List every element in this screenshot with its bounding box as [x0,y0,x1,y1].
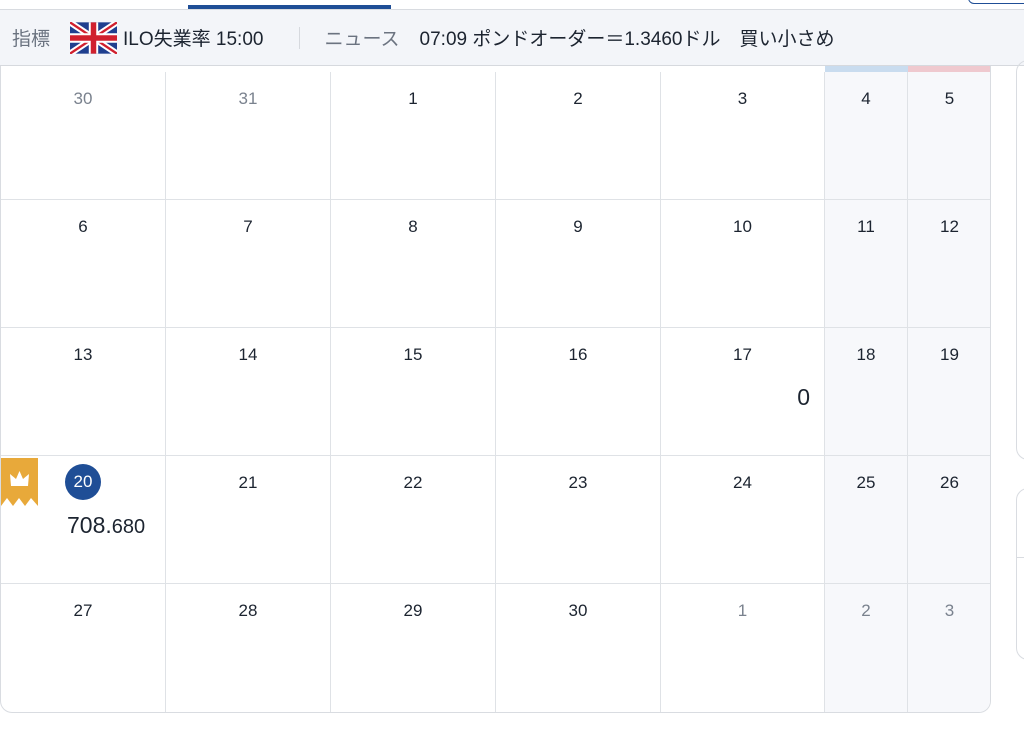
uk-flag-icon [70,21,118,54]
calendar-day-cell[interactable]: 26 [908,456,990,584]
day-number: 22 [403,473,423,492]
day-number: 31 [238,89,258,108]
calendar-day-cell[interactable]: 18 [825,328,908,456]
day-number: 19 [940,345,959,364]
calendar-day-cell[interactable]: 28 [166,584,331,712]
calendar-day-cell[interactable]: 4 [825,72,908,200]
day-number: 15 [403,345,423,364]
day-number: 9 [573,217,583,236]
calendar-day-cell[interactable]: 30 [1,72,166,200]
day-value: 708.680 [67,512,145,539]
calendar-day-cell[interactable]: 2 [496,72,661,200]
calendar-day-cell[interactable]: 3 [661,72,825,200]
calendar-day-cell[interactable]: 6 [1,200,166,328]
calendar-day-cell[interactable]: 15 [331,328,496,456]
crown-ribbon-icon [1,458,38,506]
divider [299,26,301,49]
calendar-day-cell[interactable]: 20 708.680 [1,456,166,584]
day-number: 14 [238,345,258,364]
value-integer: 708. [67,512,112,538]
calendar-day-cell[interactable]: 1 [661,584,825,712]
day-number: 5 [944,89,955,108]
calendar-day-cell[interactable]: 31 [166,72,331,200]
day-number: 24 [733,473,752,492]
calendar-day-cell[interactable]: 22 [331,456,496,584]
day-number: 26 [940,473,959,492]
calendar-day-cell[interactable]: 27 [1,584,166,712]
calendar-day-cell[interactable]: 14 [166,328,331,456]
news-ticker[interactable]: 指標 ILO失業率 15:00 ニュース 07:09 ポンドオーダー＝1.346… [0,10,1024,66]
calendar-day-cell[interactable]: 9 [496,200,661,328]
calendar-day-cell[interactable]: 2 [825,584,908,712]
top-tab-bar [0,0,1024,10]
today-day-number: 20 [65,464,101,500]
news-label: ニュース [324,29,400,50]
day-number: 28 [238,601,258,620]
day-number: 27 [73,601,93,620]
calendar-day-cell[interactable]: 16 [496,328,661,456]
day-number: 25 [856,473,876,492]
calendar-day-cell[interactable]: 7 [166,200,331,328]
calendar-day-cell[interactable]: 8 [331,200,496,328]
calendar-day-cell[interactable]: 10 [661,200,825,328]
day-number: 7 [243,217,253,236]
side-panel-card [1016,488,1024,660]
day-number: 13 [73,345,93,364]
day-number: 23 [568,473,588,492]
calendar-day-cell[interactable]: 13 [1,328,166,456]
calendar-day-cell[interactable]: 12 [908,200,990,328]
day-number: 18 [856,345,876,364]
calendar-day-cell[interactable]: 29 [331,584,496,712]
day-value: 0 [797,384,810,410]
calendar-day-cell[interactable]: 11 [825,200,908,328]
day-number: 29 [403,601,423,620]
day-number: 30 [568,601,588,620]
day-number: 3 [737,89,748,108]
day-number: 3 [944,601,955,620]
indicator-label: 指標 [12,29,51,50]
day-number: 2 [573,89,583,108]
day-number: 2 [861,601,871,620]
side-panel-card [1016,60,1024,460]
indicator-text[interactable]: ILO失業率 15:00 [123,29,264,50]
calendar-day-cell[interactable]: 17 0 [661,328,825,456]
day-number: 16 [568,345,588,364]
calendar: 30 31 1 2 3 4 5 6 7 8 9 10 11 12 13 14 15 16 17 0 18 19 20 708.… [0,66,991,713]
calendar-day-cell[interactable]: 3 [908,584,990,712]
day-number: 21 [238,473,258,492]
day-number: 4 [861,89,871,108]
calendar-day-cell[interactable]: 21 [166,456,331,584]
day-number: 8 [408,217,418,236]
calendar-day-cell[interactable]: 5 [908,72,990,200]
calendar-day-cell[interactable]: 30 [496,584,661,712]
day-number: 10 [733,217,752,236]
calendar-day-cell[interactable]: 24 [661,456,825,584]
top-right-button[interactable] [968,0,1024,4]
news-headline[interactable]: 07:09 ポンドオーダー＝1.3460ドル 買い小さめ [419,29,835,50]
calendar-grid: 30 31 1 2 3 4 5 6 7 8 9 10 11 12 13 14 15 16 17 0 18 19 20 708.… [1,72,990,712]
calendar-day-cell[interactable]: 25 [825,456,908,584]
day-number: 30 [73,89,93,108]
saturday-header-strip [825,66,908,72]
calendar-day-cell[interactable]: 1 [331,72,496,200]
day-number: 6 [78,217,88,236]
calendar-day-cell[interactable]: 23 [496,456,661,584]
sunday-header-strip [908,66,990,72]
value-decimal: 680 [111,516,146,538]
active-tab-indicator[interactable] [188,5,391,9]
day-number: 1 [737,601,748,620]
calendar-day-cell[interactable]: 19 [908,328,990,456]
day-number: 1 [408,89,418,108]
day-number: 11 [857,217,875,236]
day-number: 12 [940,217,959,236]
day-number: 17 [733,345,752,364]
